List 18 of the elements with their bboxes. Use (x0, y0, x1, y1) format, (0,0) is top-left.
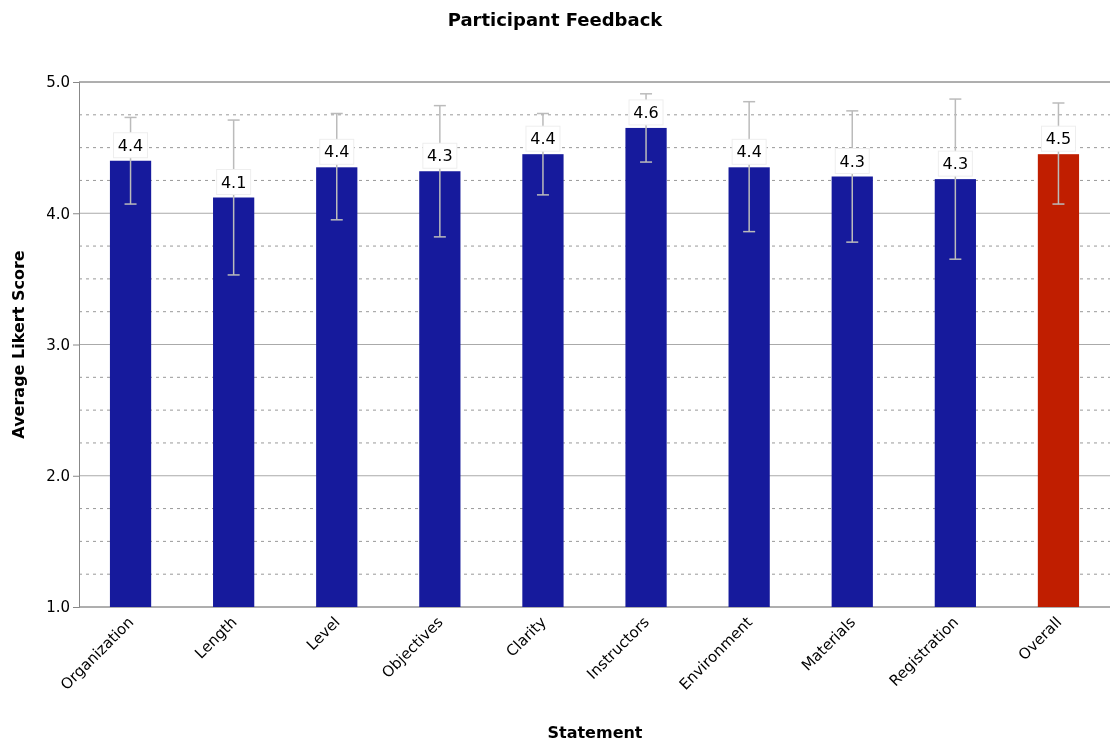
y-tick-label: 1.0 (46, 598, 70, 617)
data-label: 4.6 (633, 102, 659, 122)
y-tick-label: 3.0 (46, 335, 70, 354)
data-label: 4.3 (839, 151, 865, 171)
y-tick-label: 5.0 (46, 73, 70, 92)
data-label: 4.3 (942, 154, 969, 174)
y-axis-title: Average Likert Score (9, 250, 28, 439)
data-label: 4.4 (530, 129, 556, 149)
data-label: 4.4 (117, 135, 144, 155)
data-label: 4.3 (427, 146, 453, 166)
data-label: 4.5 (1045, 129, 1072, 149)
y-tick-label: 4.0 (46, 204, 70, 223)
data-label: 4.4 (324, 142, 350, 162)
x-axis-title: Statement (547, 723, 643, 742)
data-label: 4.4 (736, 142, 762, 162)
data-label: 4.1 (220, 172, 247, 192)
y-tick-label: 2.0 (46, 467, 70, 486)
chart-title: Participant Feedback (447, 9, 664, 30)
